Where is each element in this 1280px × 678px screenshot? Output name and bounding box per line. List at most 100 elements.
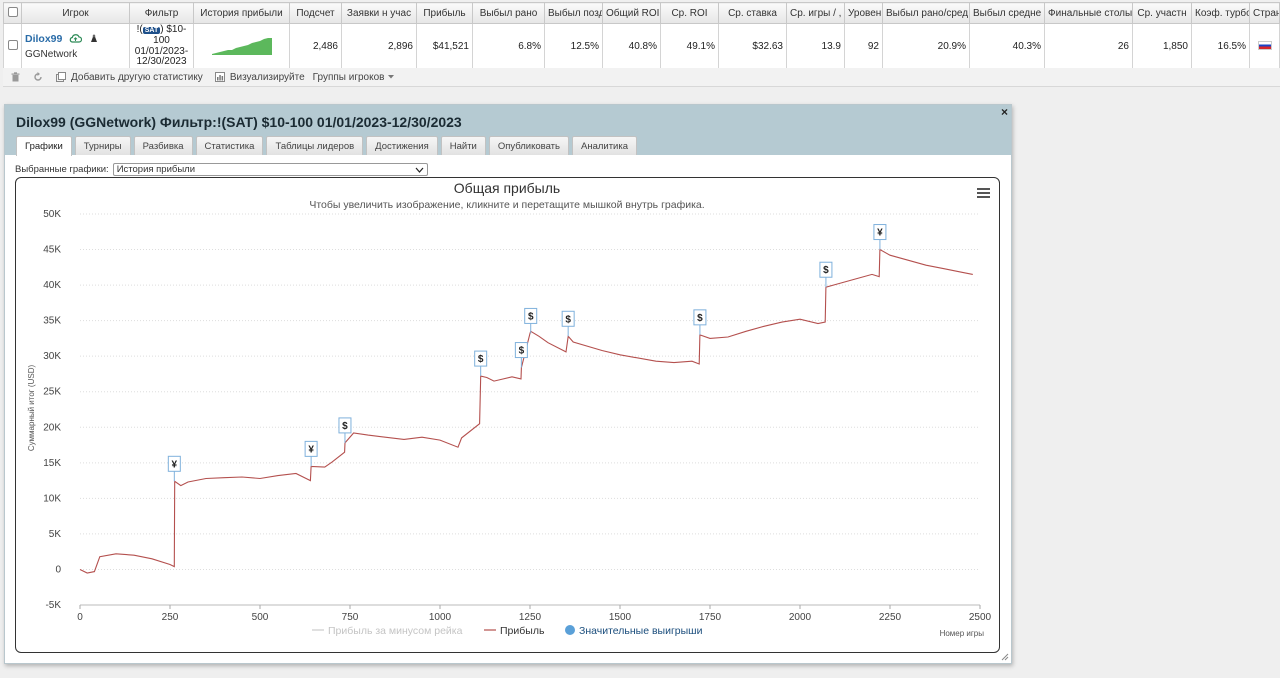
cloud-sync-icon[interactable]	[69, 33, 83, 46]
marker-flag	[561, 310, 575, 327]
col-header[interactable]: Уровен	[844, 2, 883, 24]
tab-breakdown[interactable]: Разбивка	[133, 136, 193, 155]
big-win-marker[interactable]: ¥	[304, 440, 318, 467]
tab-graphs[interactable]: Графики	[16, 136, 72, 156]
col-header[interactable]: Выбыл рано	[472, 2, 545, 24]
x-tick-label: 2500	[969, 612, 992, 623]
tab-tournaments[interactable]: Турниры	[74, 136, 131, 155]
close-panel-button[interactable]: ×	[1001, 105, 1008, 119]
filter-text: 12/30/2023	[136, 56, 187, 67]
profit-history-sparkline[interactable]	[193, 23, 290, 69]
y-tick-label: 40K	[43, 280, 61, 291]
marker-flag	[693, 309, 707, 326]
big-win-marker[interactable]: $	[561, 310, 575, 337]
trash-icon	[11, 72, 20, 82]
marker-label: $	[519, 346, 525, 357]
select-all-header[interactable]	[3, 2, 22, 24]
col-header[interactable]: Выбыл средне	[969, 2, 1045, 24]
delete-button[interactable]	[11, 72, 25, 82]
player-name-link[interactable]: Dilox99	[25, 32, 63, 45]
col-header[interactable]: Коэф. турбо	[1191, 2, 1250, 24]
tab-statistics[interactable]: Статистика	[195, 136, 264, 155]
col-header[interactable]: Фильтр	[129, 2, 194, 24]
marker-label: $	[528, 311, 534, 322]
col-header[interactable]: Прибыль	[416, 2, 473, 24]
stat-cell: 6.8%	[472, 23, 545, 69]
marker-flag	[819, 261, 833, 278]
filter-cell[interactable]: !(SAT) $10- 100 01/01/2023- 12/30/2023	[129, 23, 194, 69]
col-header[interactable]: Ср. игры / ,	[786, 2, 845, 24]
x-tick-label: 1000	[429, 612, 452, 623]
big-win-marker[interactable]: $	[514, 342, 528, 368]
big-win-marker[interactable]: $	[474, 350, 488, 377]
col-header[interactable]: Выбыл рано/сред	[882, 2, 970, 24]
chart-container[interactable]: Общая прибыль Чтобы увеличить изображени…	[15, 177, 1000, 653]
col-header[interactable]: Заявки н учас	[341, 2, 417, 24]
col-header[interactable]: Игрок	[21, 2, 130, 24]
tab-analytics[interactable]: Аналитика	[571, 136, 638, 155]
russia-flag-icon	[1257, 41, 1272, 51]
add-statistic-button[interactable]: Добавить другую статистику	[56, 72, 203, 83]
player-groups-dropdown[interactable]: Группы игроков	[313, 72, 401, 83]
big-wins-markers: ¥ ¥ $ $ $ $ $ $ $ ¥	[167, 224, 887, 482]
big-win-marker[interactable]: ¥	[167, 455, 181, 482]
row-select-cell[interactable]	[3, 23, 22, 69]
player-network: GGNetwork	[25, 48, 78, 60]
col-header[interactable]: Ср. ставка	[718, 2, 787, 24]
col-header[interactable]: Общий ROI	[602, 2, 661, 24]
marker-label: ¥	[308, 444, 314, 455]
player-cell: Dilox99 GGNetwork	[21, 23, 130, 69]
big-win-marker[interactable]: $	[819, 261, 833, 288]
y-axis-label: Суммарный итог (USD)	[27, 365, 36, 452]
marker-flag	[304, 440, 318, 457]
y-tick-label: 50K	[43, 209, 61, 220]
marker-flag	[474, 350, 488, 367]
marker-label: $	[697, 313, 703, 324]
marker-flag	[338, 417, 352, 434]
tab-publish[interactable]: Опубликовать	[488, 136, 569, 155]
x-tick-label: 500	[252, 612, 269, 623]
profit-chart[interactable]: Общая прибыль Чтобы увеличить изображени…	[16, 178, 999, 652]
resize-handle-icon[interactable]	[1001, 653, 1009, 661]
marker-flag	[524, 307, 538, 324]
poker-player-icon[interactable]	[89, 33, 99, 46]
chart-type-select[interactable]: История прибыли	[112, 163, 428, 176]
tab-leaderboards[interactable]: Таблицы лидеров	[266, 136, 364, 155]
marker-label: $	[565, 314, 571, 325]
col-header[interactable]: Подсчет	[289, 2, 342, 24]
panel-header: Dilox99 (GGNetwork) Фильтр:!(SAT) $10-10…	[5, 105, 1011, 156]
legend-label: Прибыль за минусом рейка	[328, 625, 463, 637]
col-header[interactable]: Ср. ROI	[660, 2, 719, 24]
chart-menu-button[interactable]	[975, 186, 991, 200]
y-axis-ticks: -5K 0 5K 10K 15K 20K 25K 30K 35K 40K 45K 50K	[43, 209, 61, 611]
big-win-marker[interactable]: $	[693, 309, 707, 335]
player-groups-label: Группы игроков	[312, 71, 385, 83]
x-tick-label: 1250	[519, 612, 542, 623]
legend-item-rake[interactable]: Прибыль за минусом рейка	[312, 625, 463, 637]
stat-cell: $32.63	[718, 23, 787, 69]
row-checkbox[interactable]	[7, 39, 18, 50]
tab-find[interactable]: Найти	[440, 136, 486, 155]
col-header[interactable]: Ср. участн	[1132, 2, 1192, 24]
refresh-button[interactable]	[33, 72, 48, 82]
tab-achievements[interactable]: Достижения	[366, 136, 438, 155]
col-header[interactable]: Выбыл позд	[544, 2, 603, 24]
select-all-checkbox[interactable]	[7, 6, 18, 17]
stat-cell: 20.9%	[882, 23, 970, 69]
legend-item-profit[interactable]: Прибыль	[484, 625, 545, 637]
table-row[interactable]: Dilox99 GGNetwork !(SAT) $10- 100 01/01/20…	[3, 23, 1280, 69]
x-tick-label: 1500	[609, 612, 632, 623]
big-win-marker[interactable]: ¥	[873, 224, 887, 250]
panel-title: Dilox99 (GGNetwork) Фильтр:!(SAT) $10-10…	[16, 114, 462, 130]
legend-label: Прибыль	[500, 625, 545, 637]
col-header[interactable]: История прибыли	[193, 2, 290, 24]
filter-text: 100	[153, 35, 170, 46]
big-win-marker[interactable]: $	[338, 417, 352, 443]
visualize-button[interactable]: Визуализируйте	[214, 72, 305, 83]
add-stat-icon	[56, 72, 66, 82]
col-header[interactable]: Финальные столы	[1044, 2, 1133, 24]
stat-cell: $41,521	[416, 23, 473, 69]
col-header[interactable]: Стран	[1249, 2, 1280, 24]
legend-item-big-wins[interactable]: Значительные выигрыши	[565, 625, 703, 637]
big-win-marker[interactable]: $	[524, 307, 538, 334]
